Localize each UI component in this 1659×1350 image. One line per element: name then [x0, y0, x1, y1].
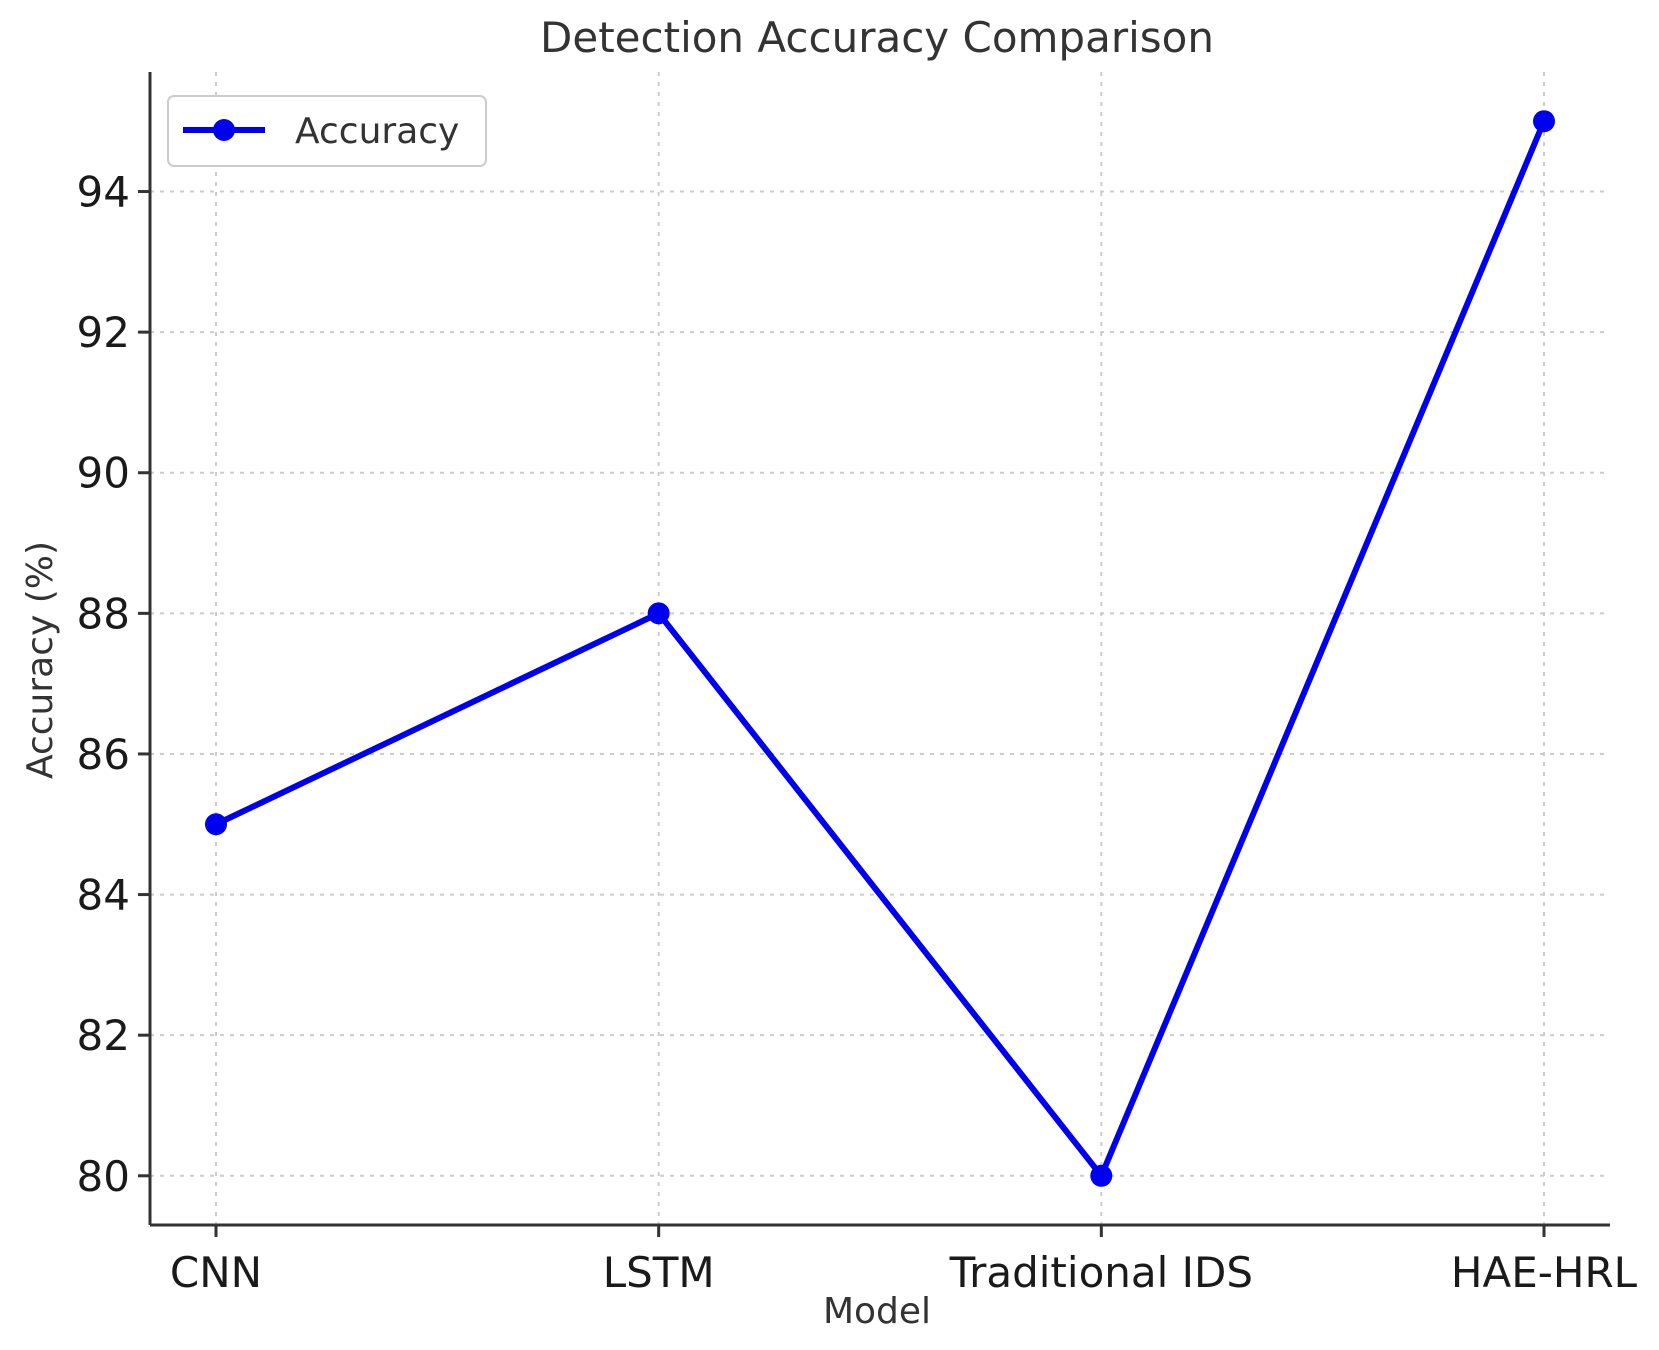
y-tick-label: 86: [77, 730, 130, 779]
chart-title: Detection Accuracy Comparison: [540, 13, 1214, 62]
legend-dot-marker: [213, 119, 235, 141]
data-point: [1533, 110, 1555, 133]
series: [205, 110, 1555, 1187]
y-tick-label: 80: [77, 1152, 130, 1201]
x-tick-label: CNN: [170, 1248, 262, 1297]
axes: [148, 72, 1610, 1227]
grid: [150, 72, 1610, 1225]
ticks: 80 82 84 86 88 90 92 94 CNN LSTM Traditional IDS HA…: [77, 168, 1638, 1297]
x-axis-label: Model: [823, 1291, 931, 1332]
data-point: [1090, 1164, 1113, 1187]
data-point: [205, 813, 227, 836]
y-tick-label: 92: [77, 308, 130, 357]
y-tick-label: 94: [77, 168, 130, 217]
y-tick-label: 82: [77, 1011, 130, 1060]
y-tick-label: 88: [77, 589, 130, 638]
y-tick-label: 84: [77, 871, 130, 920]
series-line: [214, 120, 1547, 1179]
legend-label: Accuracy: [295, 111, 459, 152]
x-tick-label: Traditional IDS: [949, 1248, 1253, 1297]
y-axis-label: Accuracy (%): [20, 541, 61, 779]
x-tick-label: HAE-HRL: [1451, 1248, 1638, 1297]
legend-frame: [167, 95, 487, 167]
legend: Accuracy: [167, 95, 487, 167]
x-tick-label: LSTM: [603, 1248, 715, 1297]
y-tick-label: 90: [77, 449, 130, 498]
data-point: [647, 602, 670, 625]
